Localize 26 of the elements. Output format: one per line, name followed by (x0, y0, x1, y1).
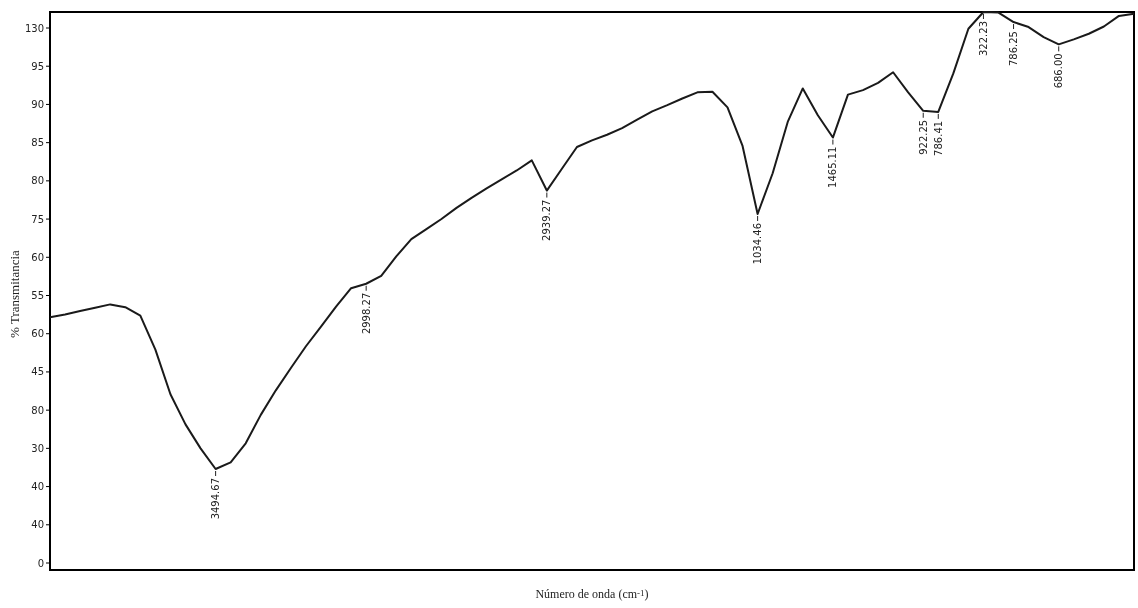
text: 30 (31, 442, 44, 454)
text: 130 (24, 22, 44, 34)
text: 40 (31, 519, 44, 531)
annotation: 322.23 (977, 21, 989, 56)
annotation: 2998.27 (360, 292, 372, 335)
text: 40 (31, 481, 44, 493)
annotation: 1034.46 (752, 223, 764, 265)
text: 80 (31, 404, 44, 416)
y-axis-title: % Transmitancia (6, 249, 22, 338)
annotation: 786.25 (1008, 31, 1020, 67)
annotation: 2939.27 (541, 199, 553, 241)
text: 60 (31, 251, 44, 263)
text: 60 (31, 328, 44, 340)
text: 85 (31, 137, 44, 149)
annotation: 3494.67 (210, 478, 222, 520)
text: 90 (31, 98, 44, 110)
annotation: 922.25 (917, 119, 929, 155)
text: 75 (31, 213, 44, 225)
text: 80 (31, 175, 44, 187)
annotation: 1465.11 (827, 146, 839, 188)
annotation: 686.00 (1053, 53, 1065, 89)
annotation: 786.41 (932, 120, 944, 156)
text: 45 (31, 366, 44, 378)
text: 95 (31, 60, 44, 72)
text: 0 (37, 557, 44, 569)
text: 55 (31, 290, 44, 301)
